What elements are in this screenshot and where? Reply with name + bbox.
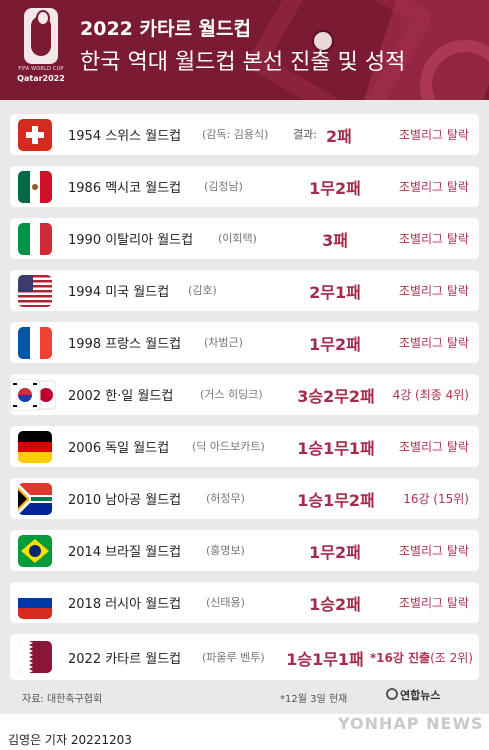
tournament-label: 2006 독일 월드컵 — [68, 441, 170, 456]
usa-flag-icon — [18, 275, 52, 307]
tournament-label: 1994 미국 월드컵 — [68, 285, 170, 300]
list-item: 2018 러시아 월드컵 (신태용) 1승2패 조별리그 탈락 — [10, 582, 479, 623]
results-panel: 1954 스위스 월드컵 (감독: 김용식) 결과: 2패 조별리그 탈락 19… — [0, 100, 489, 714]
qatar-flag-icon — [18, 641, 52, 673]
qatar-2022-logo: FIFA WORLD CUP Qatar2022 — [10, 8, 72, 94]
outcome-label: *16강 진출(조 2위) — [370, 649, 473, 666]
outcome-rest: (조 2위) — [430, 651, 473, 665]
tournament-label: 2010 남아공 월드컵 — [68, 493, 182, 508]
coach-label: (신태용) — [206, 596, 245, 609]
result-prefix: 결과: — [293, 128, 317, 141]
coach-label: (차범근) — [204, 336, 243, 349]
result-value: 3승2무2패 — [297, 387, 375, 406]
outcome-label: 조별리그 탈락 — [398, 596, 469, 610]
coach-label: (파울루 벤투) — [202, 651, 265, 664]
result-value: 1승2패 — [309, 595, 361, 614]
coach-label: (김정남) — [204, 180, 243, 193]
italy-flag-icon — [18, 223, 52, 255]
coach-label: (딕 아드보카트) — [192, 440, 265, 453]
france-flag-icon — [18, 327, 52, 359]
outcome-label: 4강 (최종 4위) — [392, 388, 469, 402]
outcome-label: 조별리그 탈락 — [398, 232, 469, 246]
list-item: 2022 카타르 월드컵 (파울루 벤투) 1승1무1패 *16강 진출(조 2… — [10, 634, 479, 680]
result-value: 1승1무2패 — [297, 491, 375, 510]
footer: YONHAP NEWS 김영은 기자 20221203 — [0, 714, 489, 750]
tournament-label: 2014 브라질 월드컵 — [68, 545, 182, 560]
outcome-label: 조별리그 탈락 — [398, 440, 469, 454]
watermark: YONHAP NEWS — [338, 714, 484, 733]
as-of-note: *12월 3일 현재 — [280, 694, 348, 705]
coach-label: (김호) — [188, 284, 217, 297]
germany-flag-icon — [18, 431, 52, 463]
list-item: 1990 이탈리아 월드컵 (이회택) 3패 조별리그 탈락 — [10, 218, 479, 259]
list-item: 1998 프랑스 월드컵 (차범근) 1무2패 조별리그 탈락 — [10, 322, 479, 363]
tournament-label: 1986 멕시코 월드컵 — [68, 181, 182, 196]
tournament-label: 2022 카타르 월드컵 — [68, 652, 182, 667]
result-value: 3패 — [322, 231, 348, 250]
soccer-ball-icon — [312, 30, 334, 52]
list-item: 1986 멕시코 월드컵 (김정남) 1무2패 조별리그 탈락 — [10, 166, 479, 207]
header-banner: FIFA WORLD CUP Qatar2022 2022 카타르 월드컵 한국… — [0, 0, 489, 100]
list-item: 2002 한·일 월드컵 (거스 히딩크) 3승2무2패 4강 (최종 4위) — [10, 374, 479, 415]
list-item: 2014 브라질 월드컵 (홍명보) 1무2패 조별리그 탈락 — [10, 530, 479, 571]
result-value: 1승1무1패 — [286, 650, 364, 669]
byline: 김영은 기자 20221203 — [8, 733, 132, 747]
yonhap-logo-icon — [386, 688, 398, 700]
south-africa-flag-icon — [18, 483, 52, 515]
tournament-label: 2018 러시아 월드컵 — [68, 597, 182, 612]
switzerland-flag-icon — [18, 119, 52, 151]
logo-fifa-text: FIFA WORLD CUP — [18, 66, 64, 72]
list-item: 1994 미국 월드컵 (김호) 2무1패 조별리그 탈락 — [10, 270, 479, 311]
outcome-label: 조별리그 탈락 — [398, 128, 469, 142]
tournament-label: 1954 스위스 월드컵 — [68, 129, 182, 144]
korea-japan-flag-icon — [10, 379, 56, 411]
coach-label: (허정무) — [206, 492, 245, 505]
list-item: 2006 독일 월드컵 (딕 아드보카트) 1승1무1패 조별리그 탈락 — [10, 426, 479, 467]
coach-label: (감독: 김용식) — [202, 128, 269, 141]
outcome-label: 16강 (15위) — [403, 492, 469, 506]
mexico-flag-icon — [18, 171, 52, 203]
page-subtitle: 한국 역대 월드컵 본선 진출 및 성적 — [80, 50, 406, 75]
result-value: 1무2패 — [309, 543, 361, 562]
outcome-label: 조별리그 탈락 — [398, 180, 469, 194]
page-title: 2022 카타르 월드컵 — [80, 18, 251, 40]
list-item: 1954 스위스 월드컵 (감독: 김용식) 결과: 2패 조별리그 탈락 — [10, 114, 479, 155]
tournament-label: 1998 프랑스 월드컵 — [68, 337, 182, 352]
outcome-label: 조별리그 탈락 — [398, 336, 469, 350]
coach-label: (거스 히딩크) — [200, 388, 263, 401]
result-value: 1무2패 — [309, 335, 361, 354]
brazil-flag-icon — [18, 535, 52, 567]
coach-label: (홍명보) — [206, 544, 245, 557]
coach-label: (이회택) — [218, 232, 257, 245]
logo-qatar-text: Qatar2022 — [17, 74, 65, 83]
outcome-label: 조별리그 탈락 — [398, 284, 469, 298]
outcome-label: 조별리그 탈락 — [398, 544, 469, 558]
result-value: 2무1패 — [309, 283, 361, 302]
agency-logo-text: 연합뉴스 — [400, 689, 441, 702]
outcome-highlight: *16강 진출 — [369, 651, 431, 665]
result-value: 1승1무1패 — [297, 439, 375, 458]
tournament-label: 2002 한·일 월드컵 — [68, 389, 174, 404]
world-cup-emblem-icon — [24, 8, 58, 64]
tournament-label: 1990 이탈리아 월드컵 — [68, 233, 194, 248]
source-note: 자료: 대한축구협회 — [22, 694, 103, 705]
list-item: 2010 남아공 월드컵 (허정무) 1승1무2패 16강 (15위) — [10, 478, 479, 519]
result-value: 2패 — [326, 127, 352, 146]
russia-flag-icon — [18, 587, 52, 619]
result-value: 1무2패 — [309, 179, 361, 198]
